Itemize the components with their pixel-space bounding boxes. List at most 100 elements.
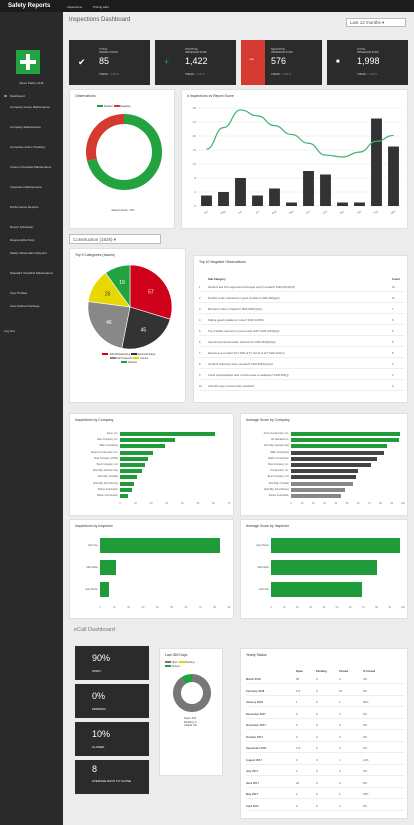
table-row[interactable]: September 2017 177 0 5 3% <box>246 746 404 753</box>
table-row[interactable]: February 2018 177 0 15 8% <box>246 689 404 696</box>
bar-nov[interactable] <box>320 174 331 207</box>
bar-jun[interactable] <box>235 178 246 206</box>
bar[interactable] <box>120 487 133 492</box>
bar[interactable] <box>291 450 384 455</box>
bar[interactable] <box>120 456 149 461</box>
nav-pricing-alert[interactable]: Pricing Alert <box>93 5 110 9</box>
bar[interactable] <box>291 494 342 498</box>
donut-slice-open[interactable] <box>173 674 211 712</box>
table-row[interactable]: 7 Exposure at or below 8-hr TWA of 5.1 lb… <box>199 351 404 358</box>
table-row[interactable]: March 2018 66 0 3 4% <box>246 677 404 684</box>
bar-label: Palmer Automation <box>97 487 118 491</box>
table-row[interactable]: June 2017 26 0 3 8% <box>246 781 404 788</box>
sidebar-item-custom-checklist[interactable]: Custom Checklist Maintenance <box>10 165 52 169</box>
sidebar-item-standard-checklist[interactable]: Standard Checklist Maintenance <box>10 271 54 275</box>
table-row[interactable]: November 2017 0 0 0 0% <box>246 723 404 730</box>
bar[interactable] <box>120 432 215 436</box>
sidebar-item-responsible-party[interactable]: Responsible Party <box>10 238 35 242</box>
report-score-line[interactable] <box>206 109 394 158</box>
bar[interactable] <box>120 469 142 474</box>
sidebar-item-user-settings[interactable]: User-Defined Settings <box>10 304 40 308</box>
sidebar-item-dashboard[interactable]: Dashboard <box>4 94 62 99</box>
table-row[interactable]: April 2017 0 0 0 0% <box>246 804 404 811</box>
table-row[interactable]: 9 Cords protected/kept clear of work area… <box>199 373 404 380</box>
bar[interactable] <box>291 481 353 486</box>
pie-slice-0[interactable] <box>129 264 173 320</box>
bar[interactable] <box>120 438 175 443</box>
table-row[interactable]: May 2017 2 0 1 33% <box>246 792 404 799</box>
table-row[interactable]: July 2017 3 0 0 0% <box>246 769 404 776</box>
bar-label: Miller Contracting <box>99 444 118 448</box>
bar-apr[interactable] <box>201 195 212 207</box>
sidebar-item-company[interactable]: Company Maintenance <box>10 125 41 129</box>
bar-jul[interactable] <box>252 195 263 207</box>
sidebar-item-company-group[interactable]: Company Group Maintenance <box>10 105 51 109</box>
last365-legend: Open Pending Closed <box>165 661 223 669</box>
nav-inspections[interactable]: Inspections <box>67 5 83 9</box>
bar[interactable] <box>100 582 109 597</box>
bar[interactable] <box>120 494 128 498</box>
bar[interactable] <box>291 456 378 461</box>
sidebar-item-logout[interactable]: Log Out <box>4 329 15 333</box>
cell: June 2017 <box>246 781 259 785</box>
bar[interactable] <box>291 475 356 480</box>
bar[interactable] <box>120 444 166 449</box>
bar[interactable] <box>271 582 363 597</box>
cell: 0 <box>339 770 341 773</box>
table-row[interactable]: 5 Top of ladder secured to prevent side s… <box>199 329 404 336</box>
bar[interactable] <box>120 481 134 486</box>
sidebar-item-safety-observation[interactable]: Safety Observation Reports <box>10 251 47 255</box>
sidebar-item-corrective-action[interactable]: Corrective Action Tracking <box>10 145 45 149</box>
bar[interactable] <box>100 560 116 575</box>
table-row[interactable]: 6 Operator(s) trained and/or authorized? … <box>199 340 404 347</box>
bar[interactable] <box>100 538 221 553</box>
donut-slice-negative[interactable] <box>86 114 125 162</box>
x-tick-label: Oct <box>305 209 311 215</box>
bar-sep[interactable] <box>286 202 297 207</box>
pie-slice-4[interactable] <box>105 264 131 308</box>
bar[interactable] <box>291 463 371 467</box>
brand-title[interactable]: Safety Reports <box>8 3 51 9</box>
bar[interactable] <box>291 469 359 474</box>
sidebar-item-scheduler[interactable]: Report Scheduler <box>10 225 34 229</box>
donut-slice-closed[interactable] <box>180 674 193 685</box>
bar[interactable] <box>120 463 145 467</box>
donut-slice-positive[interactable] <box>87 114 162 190</box>
table-row[interactable]: August 2017 0 0 1 14% <box>246 758 404 765</box>
bar-aug[interactable] <box>269 188 280 207</box>
bar-may[interactable] <box>218 192 229 206</box>
table-row[interactable]: December 2017 0 0 0 0% <box>246 712 404 719</box>
bar-dec[interactable] <box>337 202 348 207</box>
bar-label: Able Mfg. (Omaha) <box>268 481 289 485</box>
table-row[interactable]: 3 Bolt tied on floor of basket? 1926.453(… <box>199 307 404 314</box>
bar[interactable] <box>291 444 388 449</box>
bar[interactable] <box>271 560 377 575</box>
table-row[interactable]: 1 Workers tied off to approved anchorage … <box>199 285 404 292</box>
bar[interactable] <box>271 538 401 553</box>
bar[interactable] <box>120 475 138 480</box>
cell: 1 <box>339 701 341 704</box>
table-row[interactable]: January 2018 1 0 1 50% <box>246 700 404 707</box>
x-tick-label: Apr <box>203 209 209 215</box>
bar-oct[interactable] <box>303 171 314 206</box>
bar[interactable] <box>291 487 345 492</box>
table-row[interactable]: October 2017 0 0 0 0% <box>246 735 404 742</box>
bar[interactable] <box>120 450 153 455</box>
cell: 7 <box>392 308 394 311</box>
sidebar-item-user-profiles[interactable]: User Profiles <box>10 291 28 295</box>
date-range-select[interactable]: Last 12 months ▾ <box>346 18 406 27</box>
bar-mar[interactable] <box>388 146 399 207</box>
bar-feb[interactable] <box>371 118 382 207</box>
bar[interactable] <box>291 432 400 436</box>
sidebar-item-inspection[interactable]: Inspection Maintenance <box>10 185 42 189</box>
table-row[interactable]: 8 Aerial lift stationary when elevated? 1… <box>199 362 404 369</box>
sidebar-item-performance[interactable]: Performance Reports <box>10 205 39 209</box>
table-row[interactable]: 4 Railing guard installed on crane? 1926.… <box>199 318 404 325</box>
cell: 6 <box>392 319 394 322</box>
company-type-select[interactable]: Construction (1926) ▾ <box>69 234 161 244</box>
bar-jan[interactable] <box>354 202 365 207</box>
table-row[interactable]: 10 Lifts with ergo not bars when possible… <box>199 384 404 391</box>
bar[interactable] <box>291 438 399 443</box>
stat-pending: 0% PENDING <box>75 684 149 718</box>
table-row[interactable]: 2 Flexible cords maintained in good condi… <box>199 296 404 303</box>
